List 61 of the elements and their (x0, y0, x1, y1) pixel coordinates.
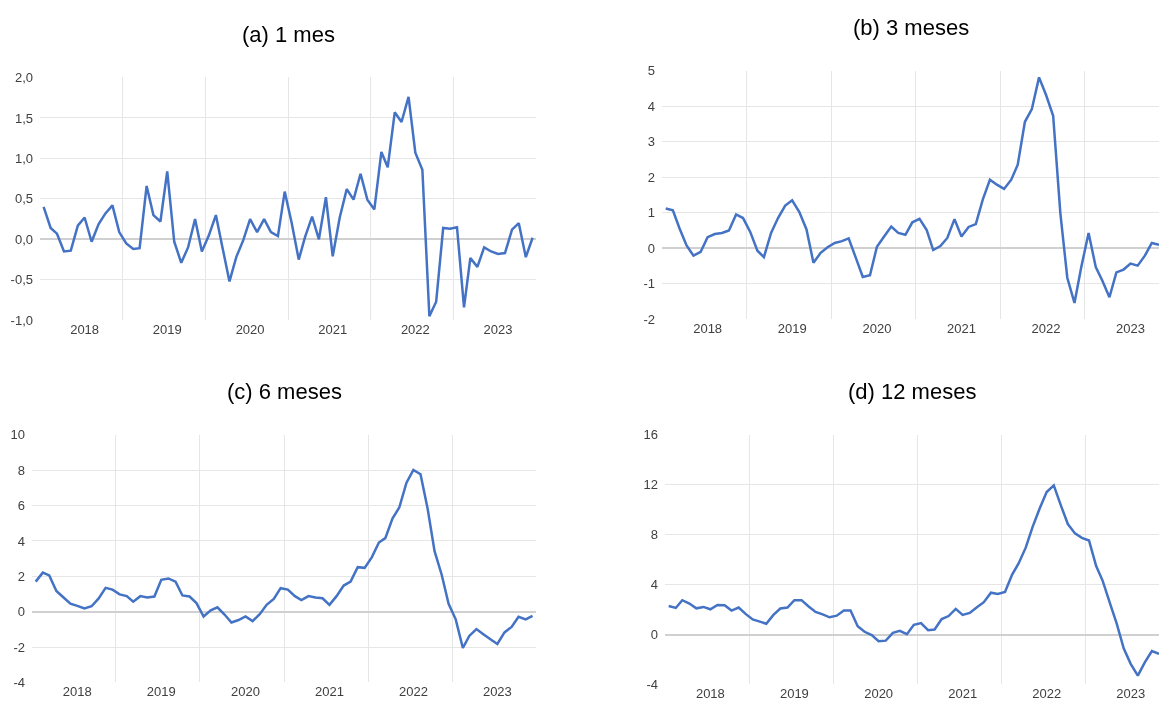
y-tick-label: -4 (13, 675, 25, 691)
line-series (667, 484, 1159, 677)
x-tick-label: 2018 (62, 684, 92, 700)
x-tick-label: 2021 (314, 684, 344, 700)
line-series (34, 468, 534, 650)
y-tick-label: 2,0 (14, 70, 33, 86)
y-tick-label: 0,0 (14, 231, 33, 247)
y-tick-label: 3 (647, 134, 655, 150)
y-tick-label: 4 (647, 98, 655, 114)
x-tick-label: 2022 (1032, 686, 1062, 702)
y-tick-label: 2 (647, 169, 655, 185)
x-tick-label: 2018 (70, 322, 100, 338)
y-tick-label: 2 (17, 568, 25, 584)
x-tick-label: 2023 (1116, 321, 1145, 337)
y-tick-label: 0 (17, 604, 25, 620)
x-tick-label: 2019 (777, 321, 807, 337)
x-tick-label: 2022 (400, 322, 430, 338)
y-tick-label: 0 (647, 240, 655, 256)
y-tick-label: 1 (647, 205, 655, 221)
chart-title: (c) 6 meses (227, 379, 342, 404)
x-tick-label: 2021 (948, 686, 978, 702)
y-tick-label: 4 (650, 577, 658, 593)
y-tick-label: -0,5 (10, 272, 33, 288)
chart-title: (d) 12 meses (848, 379, 977, 404)
y-tick-label: 0,5 (14, 191, 33, 207)
x-tick-label: 2023 (482, 684, 512, 700)
x-tick-label: 2019 (779, 686, 809, 702)
y-tick-label: 16 (643, 427, 658, 443)
x-tick-label: 2019 (152, 322, 182, 338)
x-tick-label: 2022 (1031, 321, 1061, 337)
chart-title: (a) 1 mes (242, 22, 335, 47)
y-tick-label: 12 (643, 477, 658, 493)
line-series (42, 95, 534, 318)
x-tick-label: 2018 (695, 686, 725, 702)
x-tick-label: 2022 (398, 684, 428, 700)
y-tick-label: 0 (650, 627, 658, 643)
x-tick-label: 2018 (693, 321, 723, 337)
y-tick-label: -1,0 (10, 312, 33, 328)
x-tick-label: 2020 (864, 686, 894, 702)
x-tick-label: 2020 (235, 322, 265, 338)
line-series (664, 76, 1159, 305)
y-tick-label: 10 (10, 427, 25, 443)
x-tick-label: 2021 (946, 321, 976, 337)
y-tick-label: -1 (643, 276, 655, 292)
x-tick-label: 2021 (318, 322, 348, 338)
x-tick-label: 2020 (231, 684, 260, 700)
y-tick-label: 5 (647, 63, 655, 79)
y-tick-label: 8 (17, 462, 25, 478)
chart-title: (b) 3 meses (853, 15, 970, 40)
y-tick-label: -2 (643, 311, 655, 327)
y-tick-label: 8 (650, 527, 658, 543)
y-tick-label: 6 (17, 498, 25, 514)
x-tick-label: 2023 (483, 322, 513, 338)
y-tick-label: 1,5 (14, 110, 33, 126)
y-tick-label: 4 (17, 533, 25, 549)
x-tick-label: 2023 (1116, 686, 1146, 702)
x-tick-label: 2019 (146, 684, 176, 700)
y-tick-label: -4 (646, 677, 658, 692)
y-tick-label: 1,0 (14, 150, 33, 166)
x-tick-label: 2020 (862, 321, 892, 337)
y-tick-label: -2 (13, 639, 25, 655)
